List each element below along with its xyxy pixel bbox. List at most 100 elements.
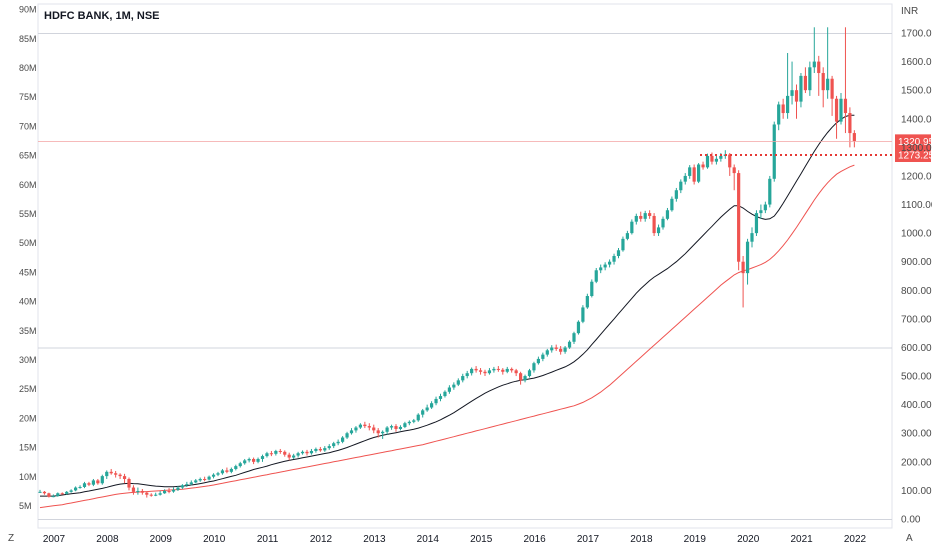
candle — [51, 494, 55, 498]
candle-body — [759, 210, 763, 214]
candle-body — [652, 215, 656, 234]
candle — [701, 161, 705, 170]
candle — [848, 107, 852, 148]
candle-body — [283, 451, 287, 455]
candle — [550, 345, 554, 353]
zoom-icon[interactable]: Z — [8, 533, 14, 544]
candle — [737, 170, 741, 271]
candle — [154, 492, 158, 497]
candle — [763, 201, 767, 214]
candle — [78, 485, 82, 489]
candle — [274, 449, 278, 456]
x-tick-label: 2007 — [43, 534, 66, 545]
candle-body — [56, 493, 60, 497]
candle — [425, 404, 429, 412]
candle — [625, 230, 629, 241]
volume-tick-label: 5M — [19, 501, 32, 511]
candle — [136, 487, 140, 495]
candle-body — [118, 474, 122, 477]
candle — [478, 368, 483, 375]
y-tick-label: 200.00 — [901, 457, 932, 468]
candle — [47, 492, 51, 498]
candle-body — [140, 490, 144, 493]
candle-body — [563, 347, 567, 352]
candle-body — [69, 490, 73, 492]
y-tick-label: 1100.00 — [901, 200, 932, 211]
y-tick-label: 1500.00 — [901, 86, 932, 97]
candle — [456, 378, 460, 387]
y-tick-label: 1000.00 — [901, 229, 932, 240]
candle-body — [314, 448, 318, 451]
volume-tick-label: 20M — [19, 413, 37, 423]
candle — [608, 259, 612, 268]
candle-body — [768, 178, 772, 205]
auto-scale-icon[interactable]: A — [906, 533, 913, 544]
candle — [799, 73, 803, 108]
candle-body — [180, 485, 184, 488]
candle — [821, 67, 825, 108]
candle-body — [229, 468, 233, 472]
candle — [492, 366, 496, 373]
candle-body — [287, 454, 291, 458]
candle — [732, 164, 736, 191]
candle — [714, 155, 718, 165]
candle-body — [247, 458, 251, 461]
candle-body — [269, 453, 273, 455]
candle-body — [710, 155, 714, 162]
candle — [688, 165, 692, 179]
candle — [292, 453, 296, 459]
candle-body — [612, 255, 616, 262]
candle — [171, 487, 176, 493]
candle — [42, 490, 47, 495]
candle — [140, 488, 144, 495]
candle — [563, 346, 567, 354]
candle-body — [683, 175, 687, 182]
candle — [447, 385, 451, 394]
candle — [430, 401, 434, 409]
candle-body — [207, 476, 211, 480]
candle-body — [643, 213, 647, 219]
candle-body — [389, 426, 394, 428]
candle-body — [754, 213, 759, 234]
candle — [283, 450, 287, 457]
candle-body — [349, 430, 354, 434]
candle-body — [665, 210, 670, 219]
candle-body — [309, 450, 314, 454]
candle — [745, 238, 750, 285]
candle — [421, 408, 425, 418]
candle — [487, 368, 492, 375]
candle-body — [670, 198, 674, 211]
candle — [149, 493, 153, 497]
candle-body — [114, 473, 118, 475]
candle-body — [252, 458, 256, 462]
candle-body — [149, 494, 153, 496]
candle-body — [639, 215, 643, 219]
volume-tick-label: 10M — [19, 472, 37, 482]
candle — [679, 179, 683, 194]
candle-body — [274, 450, 278, 454]
candle — [349, 428, 354, 435]
candle — [830, 75, 834, 116]
candle — [65, 490, 69, 495]
candle — [567, 340, 572, 349]
candle-body — [830, 78, 834, 99]
candle — [519, 371, 523, 385]
candle — [554, 344, 558, 351]
candle — [358, 423, 362, 429]
x-tick-label: 2013 — [363, 534, 386, 545]
candle-body — [243, 460, 247, 464]
candle — [394, 424, 398, 432]
candle-body — [42, 491, 47, 494]
candle-body — [567, 341, 572, 348]
candle — [385, 426, 389, 435]
candle-body — [318, 448, 322, 451]
candle — [839, 93, 843, 125]
candle — [603, 262, 607, 271]
candle — [754, 210, 759, 236]
candle — [69, 489, 73, 493]
ma-slow-line — [39, 164, 855, 509]
candle — [305, 449, 309, 456]
candle-body — [238, 463, 242, 467]
candle — [438, 393, 443, 402]
